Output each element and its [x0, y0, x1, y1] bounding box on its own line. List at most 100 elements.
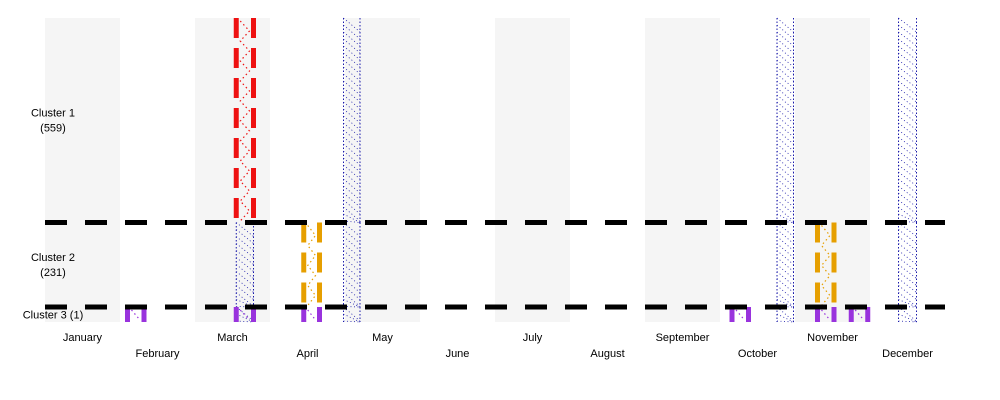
dotted-band-fill-2-1 — [776, 38, 794, 54]
dotted-band-fill-2-3 — [776, 313, 794, 323]
dotted-band-fill-3-1 — [898, 38, 917, 54]
dotted-band-fill-1-1 — [343, 122, 361, 138]
dotted-band-fill-2-1 — [776, 171, 794, 187]
dotted-band-fill-2-1 — [776, 80, 794, 96]
month-shade-3 — [195, 18, 270, 322]
month-label-december: December — [882, 348, 933, 360]
month-label-april: April — [296, 348, 318, 360]
dotted-band-fill-1-1 — [343, 24, 361, 40]
dotted-band-fill-3-1 — [898, 136, 917, 152]
dotted-band-fill-3-1 — [898, 178, 917, 194]
dotted-band-fill-1-1 — [343, 80, 361, 96]
dotted-band-fill-2-1 — [776, 59, 794, 75]
dotted-band-fill-3-2 — [898, 250, 917, 265]
interval-fill-0 — [239, 20, 251, 222]
month-label-july: July — [523, 332, 543, 344]
dotted-band-fill-0-2 — [235, 264, 254, 279]
dotted-band-fill-2-1 — [776, 108, 794, 124]
month-label-october: October — [738, 348, 777, 360]
dotted-band-fill-1-1 — [343, 52, 361, 68]
cluster-label-2-line-1: Cluster 2 — [31, 252, 75, 264]
dotted-band-fill-2-1 — [776, 73, 794, 89]
dotted-band-fill-3-1 — [898, 108, 917, 124]
dotted-band-fill-1-2 — [343, 278, 361, 293]
dotted-band-fill-3-1 — [898, 150, 917, 166]
dotted-band-fill-3-1 — [898, 45, 917, 61]
month-shade-1 — [45, 18, 120, 322]
dotted-band-fill-3-1 — [898, 199, 917, 215]
interval-fill-3 — [131, 309, 141, 321]
dotted-band-fill-0-2 — [235, 250, 254, 265]
dotted-band-fill-1-2 — [343, 264, 361, 279]
dotted-band-fill-1-1 — [343, 101, 361, 117]
dotted-band-fill-3-1 — [898, 115, 917, 131]
dotted-band-fill-1-2 — [343, 285, 361, 300]
dotted-band-fill-1-1 — [343, 45, 361, 61]
dotted-band-fill-3-2 — [898, 264, 917, 279]
dotted-band-fill-0-2 — [235, 285, 254, 300]
dotted-band-fill-1-2 — [343, 229, 361, 244]
month-label-may: May — [372, 332, 393, 344]
dotted-band-fill-2-2 — [776, 278, 794, 293]
dotted-band-fill-0-3 — [236, 320, 254, 323]
dotted-band-fill-1-1 — [343, 108, 361, 124]
dotted-band-fill-1-1 — [343, 199, 361, 215]
dotted-band-fill-1-2 — [343, 292, 361, 307]
dotted-band-fill-1-1 — [343, 178, 361, 194]
dotted-band-fill-2-1 — [776, 101, 794, 117]
dotted-band-fill-1-1 — [343, 143, 361, 159]
dotted-band-fill-3-1 — [898, 94, 917, 110]
dotted-band-fill-3-1 — [898, 122, 917, 138]
month-shade-5 — [345, 18, 420, 322]
dotted-band-fill-3-2 — [898, 229, 917, 244]
dotted-band-fill-1-2 — [343, 236, 361, 251]
dotted-band-fill-0-2 — [235, 243, 254, 258]
dotted-band-fill-2-1 — [776, 24, 794, 40]
month-label-january: January — [63, 332, 103, 344]
month-shade-9 — [645, 18, 720, 322]
dotted-band-fill-0-2 — [235, 236, 254, 251]
dotted-band-fill-1-1 — [343, 94, 361, 110]
cluster-label-2-line-2: (231) — [40, 267, 66, 279]
dotted-band-fill-2-1 — [776, 143, 794, 159]
dotted-band-fill-2-1 — [776, 122, 794, 138]
dotted-band-fill-1-1 — [343, 164, 361, 180]
dotted-band-fill-1-1 — [343, 73, 361, 89]
dotted-band-fill-1-1 — [343, 185, 361, 201]
dotted-band-fill-1-2 — [343, 250, 361, 265]
dotted-band-fill-0-3 — [235, 306, 254, 322]
dotted-band-fill-2-2 — [776, 257, 794, 272]
dotted-band-fill-3-2 — [898, 271, 917, 286]
dotted-band-fill-0-2 — [235, 222, 254, 237]
dotted-band-fill-2-1 — [776, 157, 794, 173]
dotted-band-fill-3-1 — [898, 206, 917, 222]
dotted-band-fill-2-1 — [776, 94, 794, 110]
dotted-band-fill-3-3 — [898, 320, 917, 323]
dotted-band-fill-3-1 — [898, 73, 917, 89]
dotted-band-fill-2-1 — [776, 185, 794, 201]
cluster-label-3-line-1: Cluster 3 (1) — [23, 310, 84, 322]
dotted-band-fill-2-1 — [776, 17, 794, 33]
month-shade-7 — [495, 18, 570, 322]
month-label-february: February — [135, 348, 180, 360]
dotted-band-fill-2-1 — [776, 129, 794, 145]
dotted-band-fill-3-1 — [898, 31, 917, 47]
dotted-band-fill-2-1 — [776, 45, 794, 61]
dotted-band-fill-0-2 — [235, 229, 254, 244]
month-shade-11 — [795, 18, 870, 322]
dotted-band-fill-2-2 — [776, 264, 794, 279]
interval-fill-6 — [735, 309, 745, 321]
dotted-band-fill-1-1 — [343, 87, 361, 103]
dotted-band-fill-3-1 — [898, 171, 917, 187]
dotted-band-fill-3-1 — [898, 80, 917, 96]
dotted-band-fill-2-1 — [776, 178, 794, 194]
dotted-band-fill-2-1 — [776, 164, 794, 180]
dotted-band-fill-3-1 — [898, 66, 917, 82]
dotted-band-fill-0-2 — [235, 292, 254, 307]
month-label-august: August — [590, 348, 624, 360]
dotted-band-fill-2-1 — [776, 87, 794, 103]
dotted-band-fill-3-1 — [898, 185, 917, 201]
dotted-band-fill-2-2 — [776, 292, 794, 307]
month-label-june: June — [446, 348, 470, 360]
